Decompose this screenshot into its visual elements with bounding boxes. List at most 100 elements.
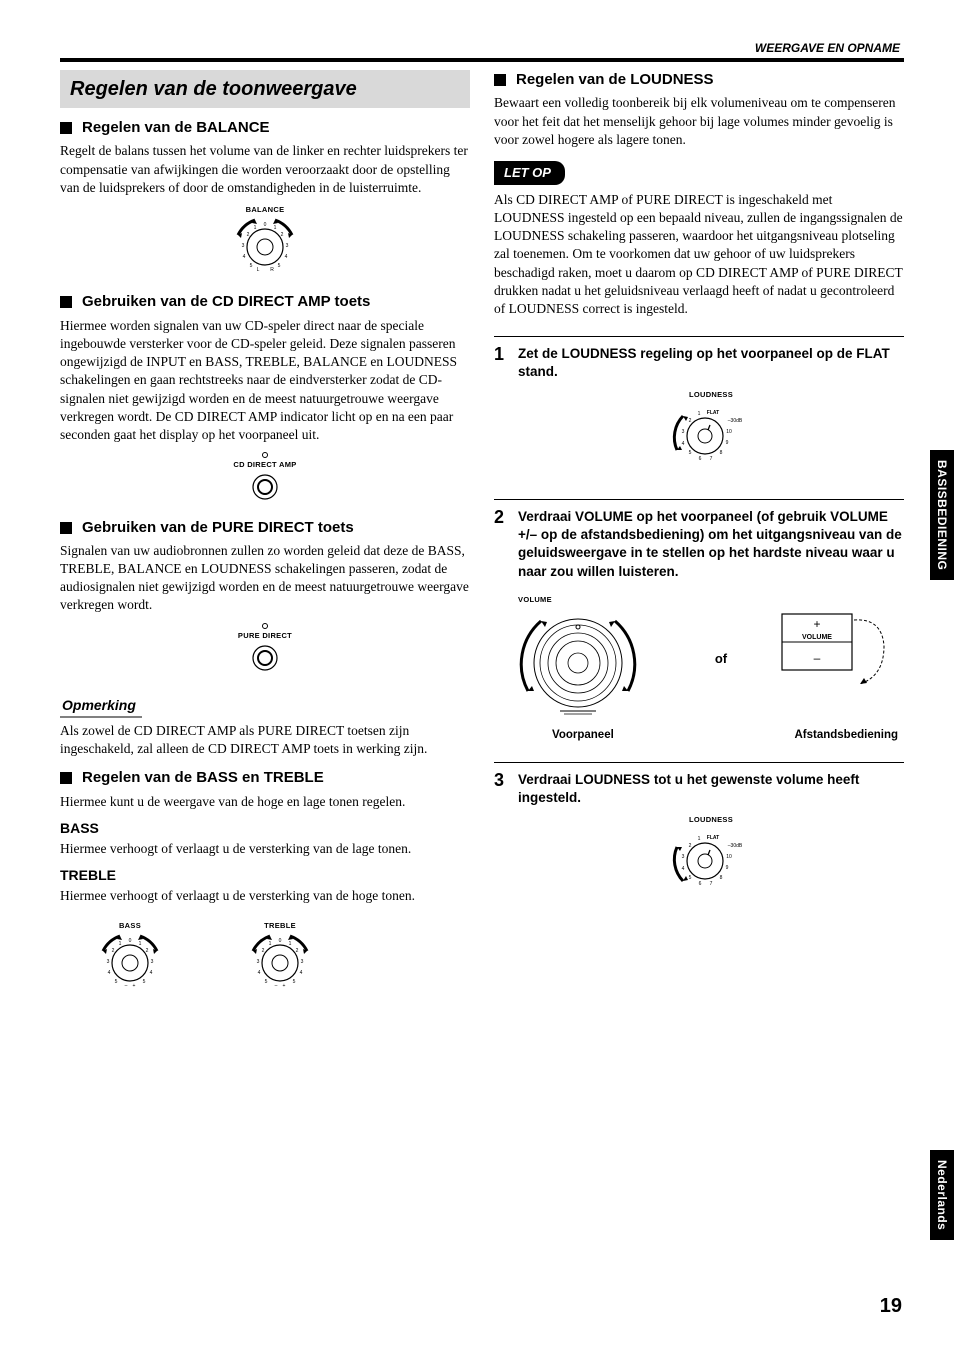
cddirect-button: CD DIRECT AMP bbox=[60, 452, 470, 507]
header-section: WEERGAVE EN OPNAME bbox=[60, 40, 904, 58]
led-icon bbox=[262, 452, 268, 458]
svg-text:3: 3 bbox=[682, 429, 685, 435]
svg-text:5: 5 bbox=[293, 979, 296, 985]
svg-text:5: 5 bbox=[250, 263, 253, 269]
svg-text:4: 4 bbox=[150, 970, 153, 976]
svg-text:L: L bbox=[257, 267, 260, 273]
svg-text:8: 8 bbox=[720, 875, 723, 881]
svg-text:–: – bbox=[275, 983, 278, 989]
svg-text:5: 5 bbox=[689, 875, 692, 881]
svg-text:3: 3 bbox=[257, 959, 260, 965]
svg-text:2: 2 bbox=[262, 948, 265, 954]
svg-text:4: 4 bbox=[682, 866, 685, 872]
step-number: 3 bbox=[494, 771, 504, 907]
svg-text:5: 5 bbox=[143, 979, 146, 985]
svg-text:5: 5 bbox=[265, 979, 268, 985]
bass-dial: BASS 011 22 33 44 55 –+ bbox=[90, 921, 170, 998]
sidetab-nederlands: Nederlands bbox=[930, 1150, 954, 1240]
svg-text:3: 3 bbox=[301, 959, 304, 965]
volume-knob-front: VOLUME bbox=[518, 595, 668, 722]
svg-text:0: 0 bbox=[264, 222, 267, 228]
svg-text:3: 3 bbox=[151, 959, 154, 965]
svg-text:8: 8 bbox=[720, 450, 723, 456]
remote-volume-icon: + VOLUME – bbox=[774, 606, 904, 706]
svg-text:4: 4 bbox=[243, 254, 246, 260]
header-rule bbox=[60, 58, 904, 62]
svg-text:2: 2 bbox=[296, 948, 299, 954]
step-3: 3 Verdraai LOUDNESS tot u het gewenste v… bbox=[494, 762, 904, 907]
push-button-icon bbox=[250, 472, 280, 502]
caution-body: Als CD DIRECT AMP of PURE DIRECT is inge… bbox=[494, 191, 904, 319]
svg-text:5: 5 bbox=[115, 979, 118, 985]
svg-text:+: + bbox=[813, 617, 820, 631]
bass-heading: BASS bbox=[60, 819, 470, 838]
svg-text:4: 4 bbox=[285, 254, 288, 260]
dial-label: BALANCE bbox=[60, 205, 470, 215]
caution-label: LET OP bbox=[494, 161, 565, 185]
svg-text:1: 1 bbox=[698, 836, 701, 842]
subheading-text: Regelen van de LOUDNESS bbox=[516, 70, 714, 90]
body-text: Regelt de balans tussen het volume van d… bbox=[60, 142, 470, 197]
svg-text:2: 2 bbox=[146, 948, 149, 954]
dial-label: BASS bbox=[90, 921, 170, 931]
svg-text:4: 4 bbox=[682, 441, 685, 447]
treble-heading: TREBLE bbox=[60, 866, 470, 885]
step-2: 2 Verdraai VOLUME op het voorpaneel (of … bbox=[494, 499, 904, 744]
svg-text:1: 1 bbox=[254, 225, 257, 231]
body-text: Bewaart een volledig toonbereik bij elk … bbox=[494, 94, 904, 149]
caption-front: Voorpaneel bbox=[518, 728, 614, 744]
svg-text:2: 2 bbox=[247, 232, 250, 238]
svg-text:7: 7 bbox=[710, 881, 713, 887]
right-column: Regelen van de LOUDNESS Bewaart een voll… bbox=[494, 70, 904, 1008]
square-bullet-icon bbox=[60, 772, 72, 784]
svg-text:+: + bbox=[133, 983, 136, 989]
dial-label: LOUDNESS bbox=[518, 815, 904, 825]
svg-text:9: 9 bbox=[726, 440, 729, 446]
subheading-text: Regelen van de BASS en TREBLE bbox=[82, 768, 324, 788]
main-title: Regelen van de toonweergave bbox=[70, 76, 460, 103]
svg-text:0: 0 bbox=[129, 938, 132, 944]
svg-text:10: 10 bbox=[726, 429, 732, 435]
balance-dial: BALANCE 011 22 33 44 55 LR bbox=[60, 205, 470, 282]
of-label: of bbox=[715, 650, 727, 668]
svg-text:7: 7 bbox=[710, 456, 713, 462]
loudness-dial-icon: FLAT 1 23 45 67 89 10 –30dB bbox=[661, 827, 761, 891]
svg-text:1: 1 bbox=[289, 941, 292, 947]
svg-text:R: R bbox=[270, 267, 274, 273]
svg-text:3: 3 bbox=[107, 959, 110, 965]
subheading-cddirect: Gebruiken van de CD DIRECT AMP toets bbox=[60, 292, 470, 312]
volume-knob-icon bbox=[518, 607, 648, 717]
loudness-dial: LOUDNESS FLAT 1 23 45 67 bbox=[518, 815, 904, 896]
svg-text:4: 4 bbox=[108, 970, 111, 976]
subheading-balance: Regelen van de BALANCE bbox=[60, 118, 470, 138]
svg-text:+: + bbox=[283, 983, 286, 989]
step-1: 1 Zet de LOUDNESS regeling op het voorpa… bbox=[494, 336, 904, 481]
main-title-box: Regelen van de toonweergave bbox=[60, 70, 470, 108]
step-number: 1 bbox=[494, 345, 504, 481]
svg-text:6: 6 bbox=[699, 881, 702, 887]
svg-text:0: 0 bbox=[279, 938, 282, 944]
note-body: Als zowel de CD DIRECT AMP als PURE DIRE… bbox=[60, 722, 470, 758]
step-number: 2 bbox=[494, 508, 504, 744]
balance-dial-icon: 011 22 33 44 55 LR bbox=[225, 217, 305, 277]
caption-remote: Afstandsbediening bbox=[794, 728, 904, 744]
svg-text:4: 4 bbox=[300, 970, 303, 976]
svg-text:–: – bbox=[125, 983, 128, 989]
svg-text:FLAT: FLAT bbox=[707, 410, 719, 416]
svg-text:2: 2 bbox=[689, 418, 692, 424]
square-bullet-icon bbox=[494, 74, 506, 86]
push-button-icon bbox=[250, 643, 280, 673]
body-text: Hiermee worden signalen van uw CD-speler… bbox=[60, 317, 470, 445]
volume-remote: + VOLUME – bbox=[774, 606, 904, 711]
step-title: Verdraai LOUDNESS tot u het gewenste vol… bbox=[518, 771, 904, 807]
body-text: Hiermee kunt u de weergave van de hoge e… bbox=[60, 793, 470, 811]
step-title: Verdraai VOLUME op het voorpaneel (of ge… bbox=[518, 508, 904, 581]
tone-dial-icon: 011 22 33 44 55 –+ bbox=[240, 933, 320, 993]
svg-text:10: 10 bbox=[726, 854, 732, 860]
svg-text:–: – bbox=[814, 651, 821, 665]
dial-label: VOLUME bbox=[518, 595, 668, 605]
step-title: Zet de LOUDNESS regeling op het voorpane… bbox=[518, 345, 904, 381]
left-column: Regelen van de toonweergave Regelen van … bbox=[60, 70, 470, 1008]
square-bullet-icon bbox=[60, 522, 72, 534]
subheading-puredirect: Gebruiken van de PURE DIRECT toets bbox=[60, 518, 470, 538]
